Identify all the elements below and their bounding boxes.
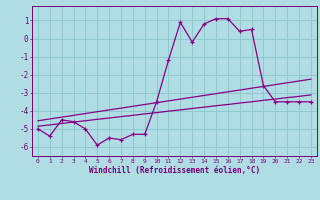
X-axis label: Windchill (Refroidissement éolien,°C): Windchill (Refroidissement éolien,°C): [89, 166, 260, 175]
